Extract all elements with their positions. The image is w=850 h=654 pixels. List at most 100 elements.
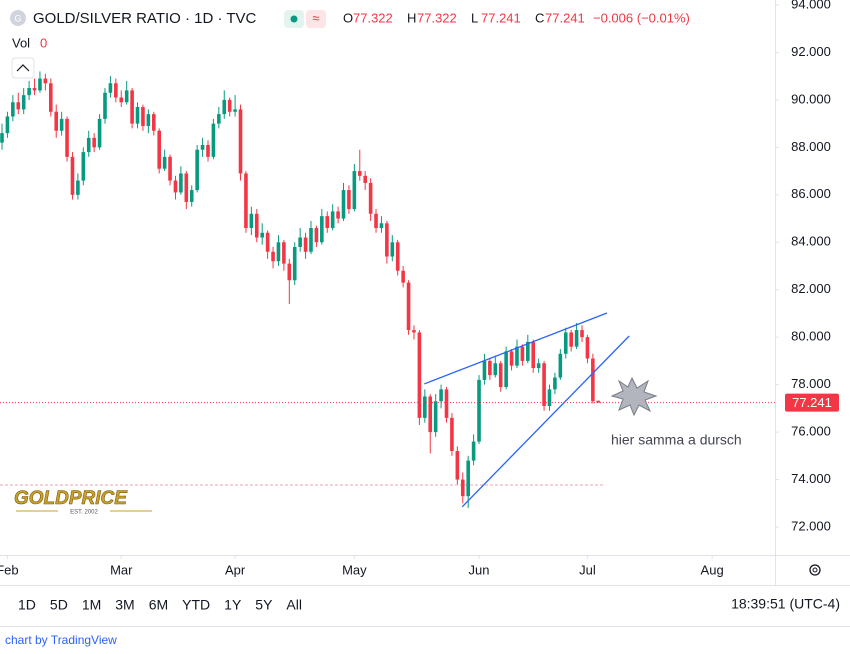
candle-body — [412, 330, 416, 333]
candle-body — [596, 400, 601, 403]
candle-body — [520, 346, 525, 361]
candle-body — [27, 88, 31, 96]
x-tick-label: Apr — [225, 562, 246, 577]
candle-body — [482, 360, 487, 380]
candle-body — [43, 78, 48, 84]
settings-icon[interactable] — [809, 564, 821, 576]
symbol-icon-letter: G — [14, 13, 21, 23]
candle-body — [124, 90, 129, 103]
candle-body — [146, 114, 151, 126]
candle-body — [477, 379, 481, 442]
x-tick-label: Aug — [701, 562, 724, 577]
candle-body — [330, 211, 335, 229]
candle-body — [227, 99, 232, 112]
candle-body — [390, 242, 395, 257]
candle-body — [433, 401, 438, 433]
logo-tagline: EST. 2002 — [70, 510, 98, 516]
candle-body — [357, 171, 362, 176]
candle-body — [347, 190, 351, 210]
candle-body — [515, 346, 519, 366]
ohlc-label: L — [471, 10, 478, 25]
candle-body — [184, 173, 189, 202]
settings-icon-center — [812, 567, 818, 573]
ohlc-label: H — [407, 10, 416, 25]
candle-body — [417, 332, 422, 418]
candle-body — [439, 389, 443, 402]
y-tick-label: 72.000 — [791, 518, 831, 533]
candle-body — [466, 460, 470, 497]
footer-link[interactable]: chart by TradingView — [5, 633, 117, 647]
ohlc-label: O — [343, 10, 353, 25]
y-tick-label: 94.000 — [791, 0, 831, 11]
candle-body — [70, 156, 75, 195]
volume-label: Vol — [12, 35, 30, 50]
candle-body — [379, 223, 384, 229]
candle-body — [135, 107, 140, 124]
candle-body — [542, 363, 546, 406]
candle-body — [206, 144, 210, 157]
candle-body — [151, 114, 156, 131]
candle-body — [298, 237, 302, 248]
candle-body — [38, 78, 42, 91]
candle-body — [195, 149, 199, 191]
candle-body — [309, 228, 313, 252]
range-button[interactable]: 3M — [115, 597, 134, 613]
candle-body — [108, 83, 113, 93]
range-button[interactable]: 1D — [18, 597, 36, 613]
candle-body — [406, 282, 411, 331]
candle-body — [173, 180, 178, 193]
candle-body — [11, 102, 15, 117]
candle-body — [233, 109, 237, 112]
range-button[interactable]: 5Y — [255, 597, 273, 613]
candle-body — [401, 270, 405, 283]
candle-body — [162, 156, 167, 169]
candle-body — [314, 228, 319, 243]
candle-body — [574, 330, 579, 347]
candle-body — [504, 351, 508, 388]
annotation-text: hier samma a dursch — [611, 432, 742, 448]
collapse-icon — [16, 64, 30, 72]
candle-body — [488, 360, 492, 376]
candle-body — [92, 137, 96, 148]
y-tick-label: 90.000 — [791, 91, 831, 106]
candle-body — [189, 190, 194, 202]
candle-body — [265, 232, 270, 252]
candle-body — [292, 247, 297, 281]
candle-body — [444, 389, 449, 418]
candle-body — [558, 353, 563, 378]
candle-body — [48, 83, 53, 112]
candle-body — [363, 175, 367, 183]
y-tick-label: 88.000 — [791, 139, 831, 154]
range-button[interactable]: 1M — [82, 597, 101, 613]
candle-body — [374, 213, 378, 229]
candle-body — [249, 213, 254, 229]
logo-name: GOLDPRICE — [14, 488, 128, 509]
y-tick-label: 82.000 — [791, 281, 831, 296]
candle-body — [325, 216, 330, 229]
range-button[interactable]: 1Y — [224, 597, 242, 613]
candle-body — [168, 156, 172, 181]
candle-body — [65, 118, 69, 157]
candle-body — [395, 242, 400, 271]
candle-body — [282, 242, 286, 264]
range-button[interactable]: 5D — [50, 597, 68, 613]
ohlc-value: 77.322 — [353, 10, 393, 25]
candle-body — [569, 332, 573, 347]
candle-body — [276, 242, 281, 262]
candle-body — [498, 363, 503, 388]
candle-body — [493, 363, 498, 376]
candle-body — [352, 171, 357, 210]
range-button[interactable]: 6M — [149, 597, 168, 613]
collapse-button[interactable] — [11, 57, 35, 79]
status-dot — [290, 15, 298, 23]
range-button[interactable]: YTD — [182, 597, 210, 613]
candle-body — [450, 417, 454, 452]
candle-body — [254, 213, 259, 238]
range-button[interactable]: All — [286, 597, 302, 613]
candle-body — [86, 137, 91, 153]
candle-body — [336, 211, 340, 219]
status-pill — [306, 10, 326, 28]
trendline — [424, 312, 608, 385]
y-tick-label: 78.000 — [791, 376, 831, 391]
candle-body — [526, 341, 530, 361]
